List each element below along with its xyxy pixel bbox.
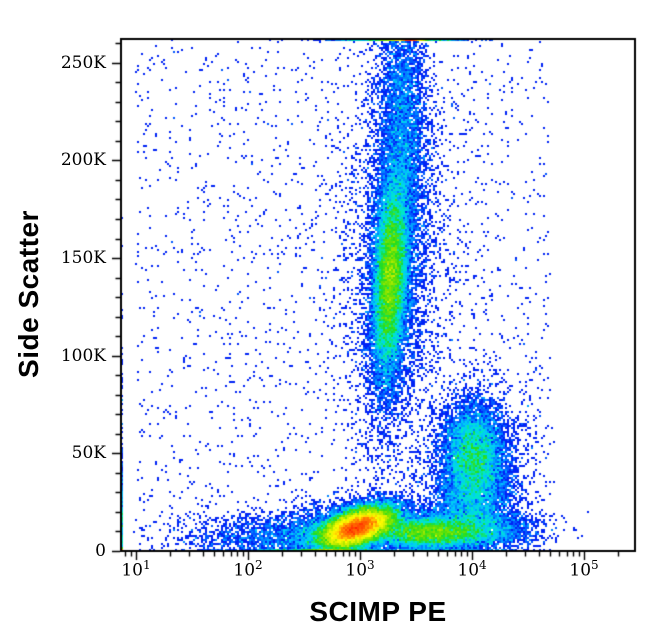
- y-tick-label: 250K: [60, 52, 106, 73]
- x-tick-label: 105: [569, 558, 599, 581]
- y-tick-label: 200K: [60, 150, 106, 171]
- y-tick-label: 0: [95, 541, 106, 561]
- y-tick-label: 50K: [71, 443, 106, 464]
- y-tick-label: 100K: [60, 345, 106, 366]
- x-tick-label: 101: [121, 558, 151, 581]
- x-axis-title: SCIMP PE: [309, 596, 447, 627]
- x-tick-label: 102: [233, 558, 263, 581]
- x-tick-label: 104: [457, 558, 487, 581]
- y-axis-title: Side Scatter: [13, 210, 44, 378]
- x-tick-label: 103: [345, 558, 375, 581]
- y-tick-label: 150K: [60, 248, 106, 269]
